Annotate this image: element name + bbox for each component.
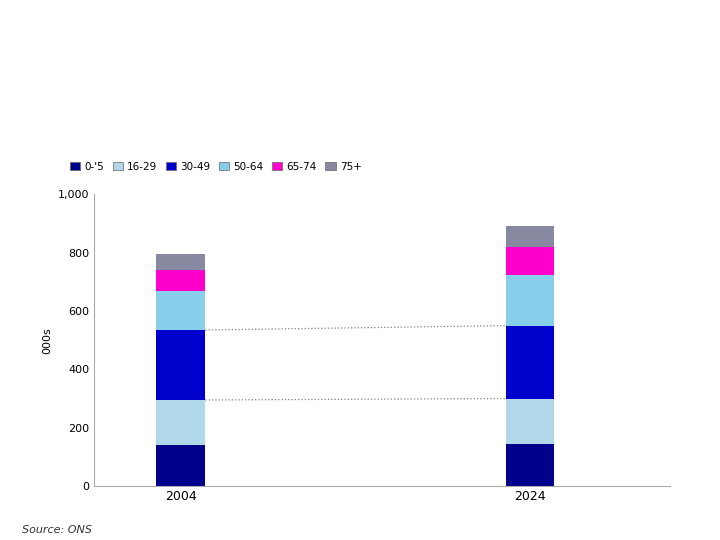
Bar (505, 247, 554, 274)
Text: Source: ONS: Source: ONS (22, 524, 91, 535)
Bar (505, 226, 554, 247)
Bar (156, 445, 205, 486)
Text: demand will change market demographics ...: demand will change market demographics .… (22, 95, 552, 116)
Text: changing demographics will affect demand and: changing demographics will affect demand… (22, 35, 580, 55)
Y-axis label: 000s: 000s (42, 327, 53, 354)
Bar (156, 254, 205, 270)
Legend: 0-'5, 16-29, 30-49, 50-64, 65-74, 75+: 0-'5, 16-29, 30-49, 50-64, 65-74, 75+ (70, 161, 361, 172)
Bar (156, 400, 205, 445)
Bar (505, 326, 554, 399)
Bar (156, 330, 205, 400)
Bar (156, 270, 205, 291)
Bar (505, 444, 554, 486)
Bar (505, 399, 554, 444)
Bar (505, 274, 554, 326)
Bar (156, 291, 205, 330)
